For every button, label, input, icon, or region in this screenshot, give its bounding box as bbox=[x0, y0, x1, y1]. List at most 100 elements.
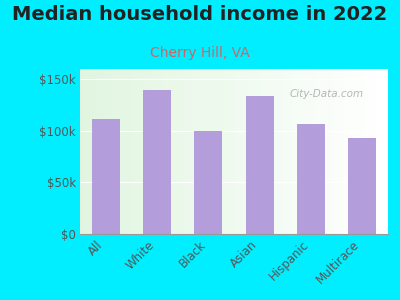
Bar bbox=[160, 69, 162, 234]
Bar bbox=[380, 69, 383, 234]
Bar bbox=[98, 69, 100, 234]
Bar bbox=[116, 69, 118, 234]
Bar bbox=[103, 69, 106, 234]
Bar bbox=[239, 69, 242, 234]
Bar bbox=[229, 69, 232, 234]
Bar bbox=[368, 69, 370, 234]
Bar bbox=[172, 69, 175, 234]
Bar bbox=[352, 69, 355, 234]
Text: Median household income in 2022: Median household income in 2022 bbox=[12, 4, 388, 23]
Bar bbox=[321, 69, 324, 234]
Bar bbox=[270, 69, 272, 234]
Bar bbox=[375, 69, 378, 234]
Bar bbox=[178, 69, 180, 234]
Bar bbox=[250, 69, 252, 234]
Bar bbox=[131, 69, 134, 234]
Bar bbox=[308, 69, 311, 234]
Bar bbox=[201, 69, 203, 234]
Bar bbox=[218, 69, 221, 234]
Bar bbox=[236, 69, 239, 234]
Bar bbox=[154, 69, 157, 234]
Bar bbox=[121, 69, 124, 234]
Bar bbox=[149, 69, 152, 234]
Bar bbox=[167, 69, 170, 234]
Bar bbox=[92, 118, 120, 234]
Bar bbox=[293, 69, 296, 234]
Bar bbox=[339, 69, 342, 234]
Bar bbox=[378, 69, 380, 234]
Bar bbox=[108, 69, 111, 234]
Bar bbox=[247, 69, 250, 234]
Bar bbox=[370, 69, 372, 234]
Bar bbox=[337, 69, 339, 234]
Bar bbox=[342, 69, 344, 234]
Bar bbox=[188, 69, 190, 234]
Bar bbox=[262, 69, 265, 234]
Bar bbox=[347, 69, 350, 234]
Bar bbox=[386, 69, 388, 234]
Bar bbox=[106, 69, 108, 234]
Bar bbox=[134, 69, 136, 234]
Bar bbox=[216, 69, 218, 234]
Bar bbox=[234, 69, 236, 234]
Bar bbox=[144, 69, 147, 234]
Bar bbox=[332, 69, 334, 234]
Bar bbox=[196, 69, 198, 234]
Bar bbox=[357, 69, 360, 234]
Bar bbox=[265, 69, 267, 234]
Bar bbox=[232, 69, 234, 234]
Bar bbox=[88, 69, 90, 234]
Bar bbox=[157, 69, 160, 234]
Bar bbox=[211, 69, 214, 234]
Bar bbox=[180, 69, 183, 234]
Bar bbox=[288, 69, 290, 234]
Bar bbox=[82, 69, 85, 234]
Bar bbox=[280, 69, 283, 234]
Bar bbox=[170, 69, 172, 234]
Bar bbox=[147, 69, 149, 234]
Bar bbox=[272, 69, 275, 234]
Bar bbox=[136, 69, 139, 234]
Bar bbox=[139, 69, 142, 234]
Bar bbox=[118, 69, 121, 234]
Bar bbox=[297, 124, 325, 234]
Bar bbox=[252, 69, 254, 234]
Bar bbox=[175, 69, 178, 234]
Bar bbox=[85, 69, 88, 234]
Text: Cherry Hill, VA: Cherry Hill, VA bbox=[150, 46, 250, 61]
Bar bbox=[306, 69, 308, 234]
Bar bbox=[80, 69, 82, 234]
Bar bbox=[185, 69, 188, 234]
Bar bbox=[316, 69, 319, 234]
Bar bbox=[198, 69, 201, 234]
Bar bbox=[214, 69, 216, 234]
Bar bbox=[126, 69, 129, 234]
Bar bbox=[93, 69, 95, 234]
Bar bbox=[324, 69, 326, 234]
Bar bbox=[311, 69, 314, 234]
Bar bbox=[129, 69, 131, 234]
Bar bbox=[208, 69, 211, 234]
Bar bbox=[365, 69, 368, 234]
Bar bbox=[165, 69, 167, 234]
Bar bbox=[298, 69, 301, 234]
Bar bbox=[224, 69, 226, 234]
Bar bbox=[90, 69, 93, 234]
Bar bbox=[344, 69, 347, 234]
Bar bbox=[301, 69, 303, 234]
Bar bbox=[283, 69, 285, 234]
Bar bbox=[183, 69, 185, 234]
Bar bbox=[193, 69, 196, 234]
Bar bbox=[314, 69, 316, 234]
Bar bbox=[226, 69, 229, 234]
Bar bbox=[221, 69, 224, 234]
Bar bbox=[242, 69, 244, 234]
Bar bbox=[142, 69, 144, 234]
Bar bbox=[124, 69, 126, 234]
Bar bbox=[383, 69, 386, 234]
Text: City-Data.com: City-Data.com bbox=[290, 89, 364, 99]
Bar bbox=[360, 69, 362, 234]
Bar bbox=[348, 138, 376, 234]
Bar bbox=[260, 69, 262, 234]
Bar bbox=[326, 69, 329, 234]
